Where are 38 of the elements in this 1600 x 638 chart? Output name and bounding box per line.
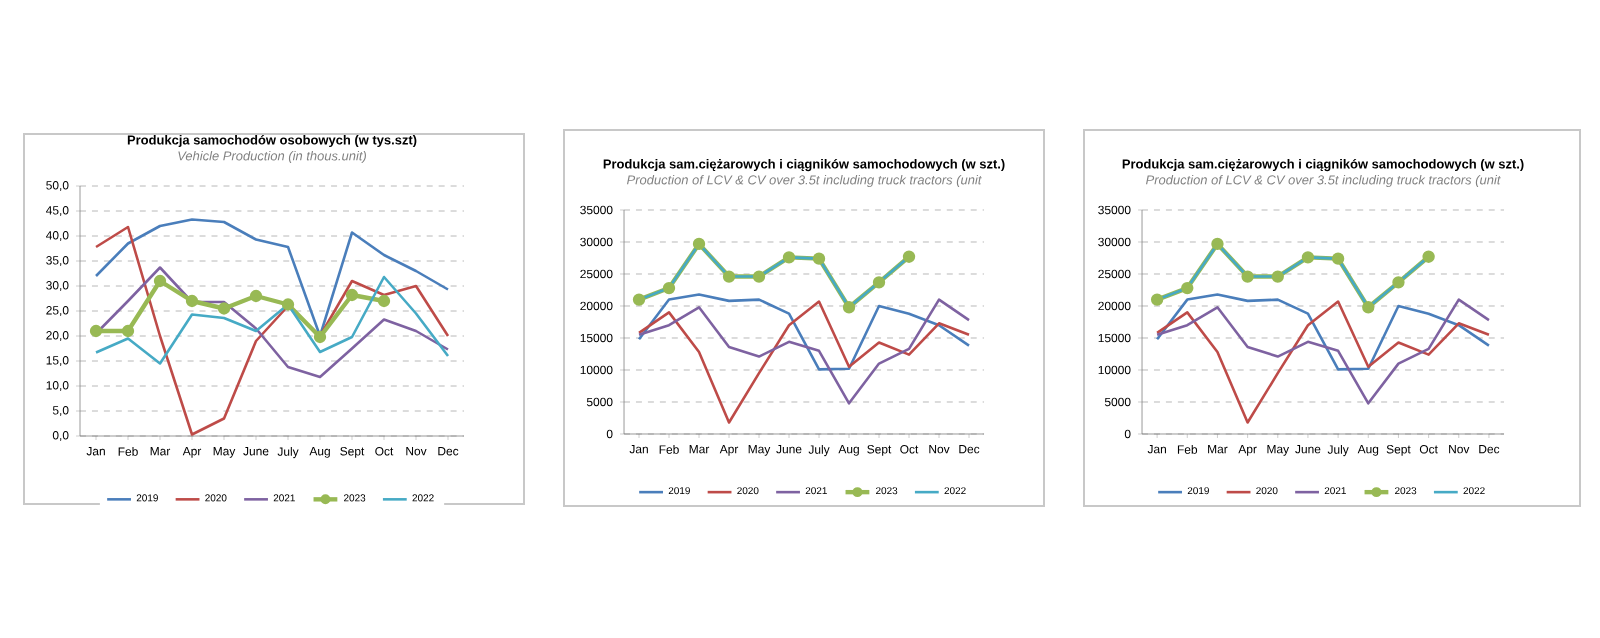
line-series: [637, 293, 971, 371]
point: [1331, 252, 1345, 265]
point: [1362, 301, 1375, 314]
point: [89, 324, 103, 338]
line-series: [1155, 293, 1491, 371]
point: [1392, 276, 1405, 289]
point: [722, 270, 736, 283]
line-series: [94, 275, 450, 365]
line-series: [1155, 300, 1491, 424]
point: [812, 252, 826, 265]
point: [1422, 250, 1435, 263]
line-series: [637, 300, 971, 424]
point: [1150, 293, 1164, 306]
point: [185, 294, 199, 308]
point: [1241, 270, 1254, 283]
point: [121, 324, 135, 338]
point: [752, 270, 766, 283]
line-series: [1155, 298, 1491, 405]
point: [249, 289, 263, 303]
point: [313, 330, 327, 344]
point: [217, 302, 231, 315]
point: [281, 298, 295, 311]
point: [632, 293, 646, 306]
point: [1271, 270, 1284, 283]
point: [153, 274, 167, 288]
line-series: [94, 225, 450, 436]
point: [872, 276, 886, 289]
point: [345, 288, 359, 302]
point: [1211, 237, 1224, 251]
point: [662, 281, 676, 295]
point: [692, 237, 706, 251]
point: [782, 251, 796, 264]
point: [377, 294, 391, 308]
point: [1301, 251, 1315, 264]
point: [902, 250, 916, 263]
point: [1181, 281, 1194, 295]
line-series: [637, 298, 971, 405]
point: [842, 301, 856, 314]
